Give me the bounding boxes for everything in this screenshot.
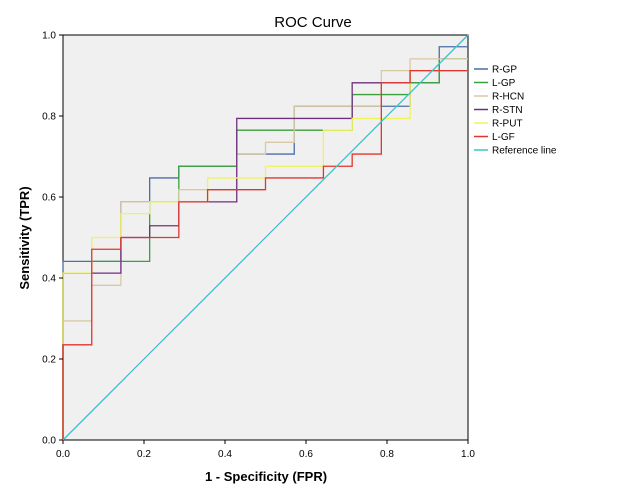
y-tick-label: 0.2	[42, 355, 56, 366]
legend: R-GP L-GP R-HCN R-STN R-PUT L-GF Reference lin…	[474, 65, 557, 157]
axis-layer: 0.0 0.2 0.4 0.6 0.8 1.0 0.0 0.2 0.4 0.6 0.8 1.0	[42, 31, 475, 461]
legend-label: R-GP	[492, 65, 517, 76]
legend-item-r-stn: R-STN	[474, 105, 523, 116]
legend-label: R-HCN	[492, 92, 524, 103]
legend-item-l-gf: L-GF	[474, 132, 515, 143]
x-tick-label: 0.8	[380, 449, 394, 460]
x-tick-label: 0.2	[137, 449, 151, 460]
series-layer	[62, 34, 469, 441]
y-tick-label: 0.0	[42, 436, 56, 447]
legend-item-l-gp: L-GP	[474, 78, 516, 89]
series-line-reference-line	[62, 34, 469, 441]
y-tick-label: 0.8	[42, 112, 56, 123]
x-tick-label: 0.0	[56, 449, 70, 460]
x-axis-label: 1 - Specificity (FPR)	[205, 469, 327, 484]
legend-item-r-gp: R-GP	[474, 65, 517, 76]
legend-item-r-put: R-PUT	[474, 119, 523, 130]
series-line-r-put	[62, 69, 468, 440]
legend-label: Reference line	[492, 146, 557, 157]
y-tick-label: 1.0	[42, 31, 56, 42]
x-tick-label: 1.0	[461, 449, 475, 460]
legend-item-r-hcn: R-HCN	[474, 92, 524, 103]
x-tick-label: 0.4	[218, 449, 232, 460]
y-axis-label: Sensitivity (TPR)	[17, 186, 32, 289]
legend-label: R-STN	[492, 105, 523, 116]
y-tick-label: 0.6	[42, 193, 56, 204]
legend-label: R-PUT	[492, 119, 523, 130]
legend-label: L-GF	[492, 132, 515, 143]
series-line-l-gf	[62, 69, 468, 440]
y-tick-label: 0.4	[42, 274, 56, 285]
chart-title: ROC Curve	[274, 14, 352, 31]
legend-label: L-GP	[492, 78, 516, 89]
legend-item-reference-line: Reference line	[474, 146, 557, 157]
x-tick-label: 0.6	[299, 449, 313, 460]
